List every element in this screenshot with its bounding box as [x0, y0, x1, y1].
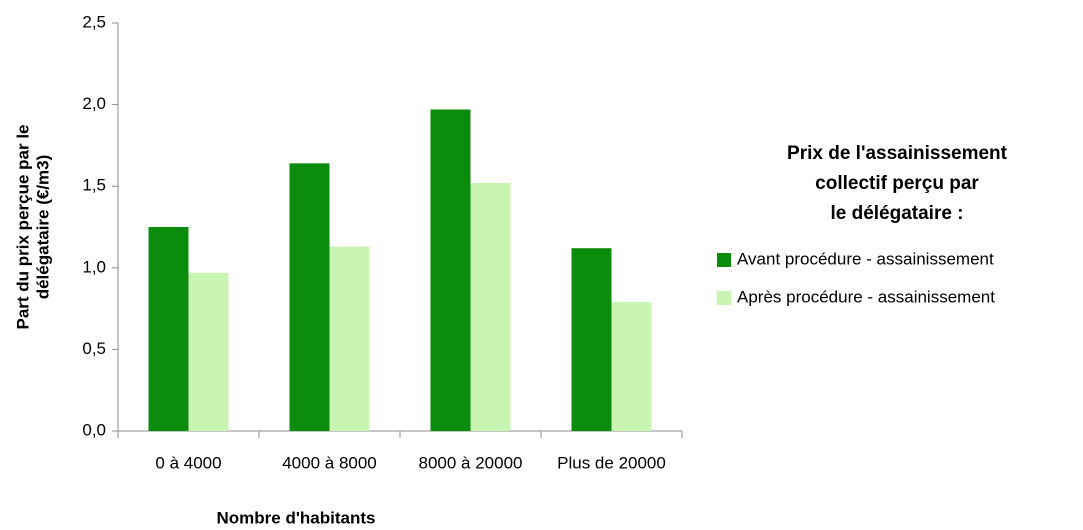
y-tick-label: 2,5	[82, 12, 106, 31]
bar	[571, 248, 612, 431]
y-axis-label-line: délégataire (€/m3)	[33, 155, 52, 300]
y-tick-label: 0,5	[82, 339, 106, 358]
y-tick-label: 1,0	[82, 257, 106, 276]
y-axis-label: Part du prix perçue par le délégataire (…	[13, 124, 52, 329]
bar	[329, 246, 370, 431]
x-axis-label: Nombre d'habitants	[217, 508, 376, 527]
legend-label: Avant procédure - assainissement	[737, 249, 994, 268]
x-tick-label: Plus de 20000	[557, 453, 666, 472]
legend-label: Après procédure - assainissement	[737, 287, 995, 306]
bar	[611, 302, 652, 431]
y-axis-label-line: Part du prix perçue par le	[13, 124, 32, 329]
bar	[470, 182, 511, 431]
legend-title: collectif perçu par	[815, 173, 979, 194]
legend-swatch	[717, 253, 731, 267]
legend-swatch	[717, 291, 731, 305]
bar	[188, 272, 229, 431]
bar	[289, 163, 330, 432]
bar	[430, 109, 471, 431]
x-tick-label: 4000 à 8000	[282, 453, 377, 472]
y-tick-label: 0,0	[82, 420, 106, 439]
y-tick-label: 1,5	[82, 176, 106, 195]
legend-title: Prix de l'assainissement	[787, 143, 1008, 164]
legend-title: le délégataire :	[830, 203, 963, 224]
x-tick-label: 8000 à 20000	[419, 453, 523, 472]
y-tick-label: 2,0	[82, 94, 106, 113]
x-tick-label: 0 à 4000	[155, 453, 221, 472]
bar	[148, 227, 189, 431]
